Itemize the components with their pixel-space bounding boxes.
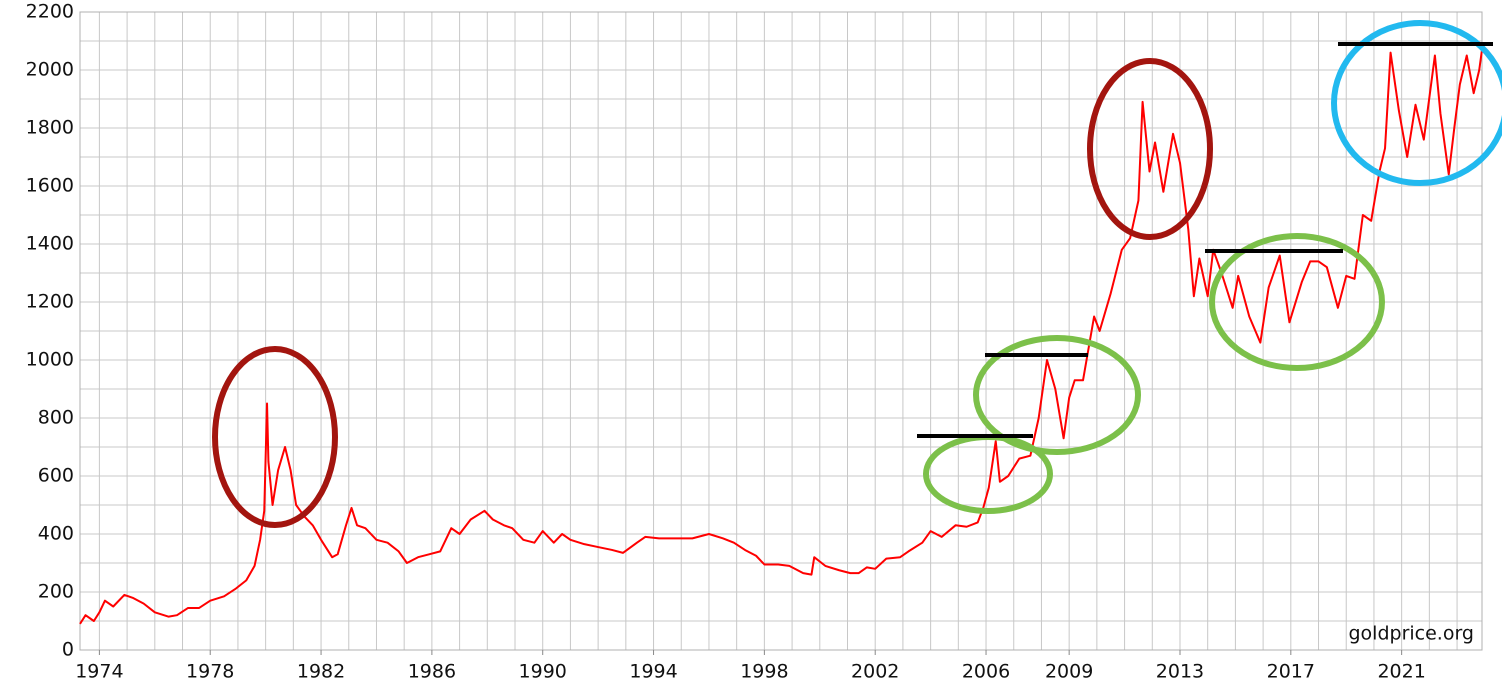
- y-tick-label: 800: [38, 407, 74, 429]
- x-tick-label: 2006: [962, 661, 1010, 683]
- y-tick-label: 0: [62, 639, 74, 661]
- x-tick-label: 2009: [1045, 661, 1093, 683]
- highlights: [212, 20, 1502, 528]
- y-tick-label: 600: [38, 465, 74, 487]
- highlight-ellipse: [973, 335, 1141, 455]
- x-tick-label: 2013: [1156, 661, 1204, 683]
- x-tick-label: 1982: [297, 661, 345, 683]
- y-tick-label: 200: [38, 581, 74, 603]
- x-tick-label: 2017: [1267, 661, 1315, 683]
- grid: [80, 11, 1482, 651]
- price-line: [79, 49, 1483, 625]
- y-tick-label: 2000: [26, 59, 74, 81]
- x-tick-label: 2002: [851, 661, 899, 683]
- y-tick-label: 1600: [26, 175, 74, 197]
- highlight-ellipse: [1209, 233, 1385, 371]
- x-tick-label: 1998: [740, 661, 788, 683]
- x-tick-label: 2021: [1377, 661, 1425, 683]
- x-tick-label: 1986: [408, 661, 456, 683]
- x-tick-label: 1974: [75, 661, 123, 683]
- highlight-ellipse: [1087, 58, 1213, 240]
- y-tick-label: 1400: [26, 233, 74, 255]
- plot-border: [79, 11, 1483, 651]
- y-tick-label: 1200: [26, 291, 74, 313]
- y-tick-label: 1800: [26, 117, 74, 139]
- x-tick-label: 1990: [519, 661, 567, 683]
- y-tick-label: 2200: [26, 1, 74, 23]
- x-tick-label: 1978: [186, 661, 234, 683]
- axes: 0 200 400 600 800 1000 1200 1400 1600 1800 2000 220…: [26, 1, 1426, 683]
- highlight-ellipse: [212, 346, 338, 528]
- highlight-ellipse: [1331, 20, 1502, 186]
- source-label: goldprice.org: [1348, 623, 1474, 645]
- y-tick-label: 400: [38, 523, 74, 545]
- x-tick-label: 1994: [629, 661, 677, 683]
- marks: [79, 49, 1483, 625]
- y-tick-label: 1000: [26, 349, 74, 371]
